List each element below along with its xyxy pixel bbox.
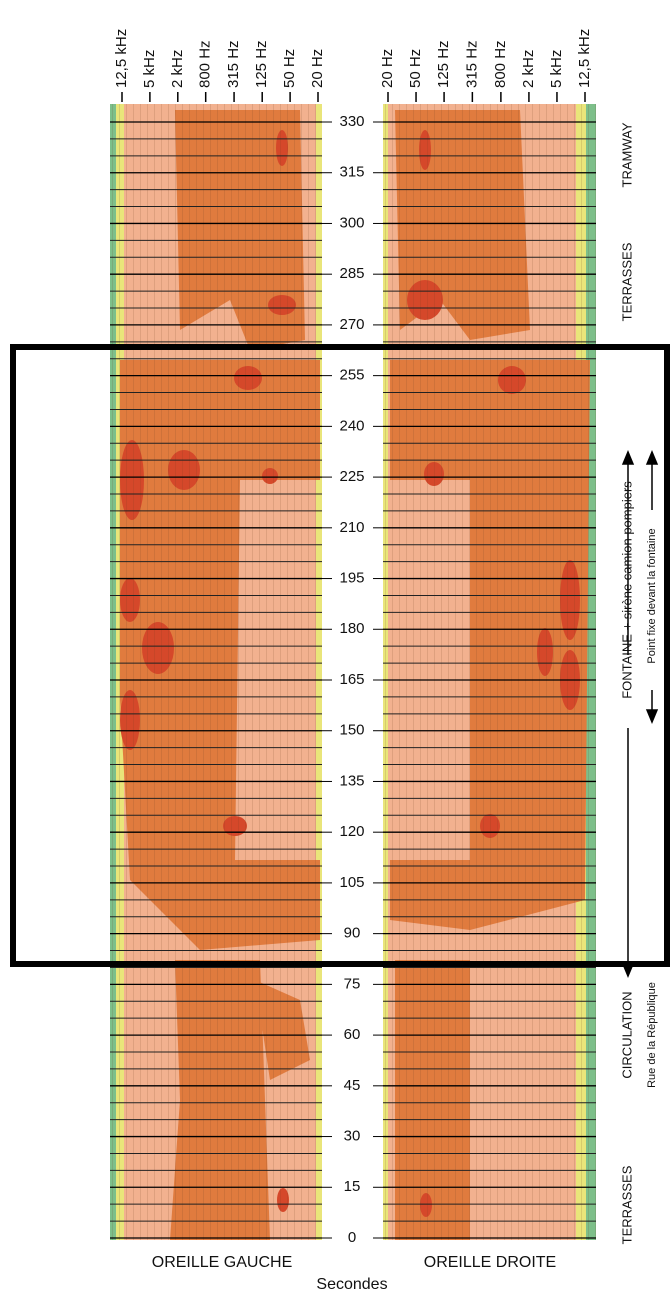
x-tick-label: 315 Hz <box>463 40 480 88</box>
x-tick-label: 20 Hz <box>309 49 326 88</box>
x-tick-label: 12,5 kHz <box>113 29 130 88</box>
y-tick-label: 165 <box>339 671 364 688</box>
panel-title: OREILLE DROITE <box>424 1254 556 1271</box>
y-tick-label: 90 <box>344 925 361 942</box>
y-tick-label: 0 <box>348 1229 356 1246</box>
y-tick-label: 135 <box>339 772 364 789</box>
y-tick-label: 225 <box>339 468 364 485</box>
y-tick-label: 285 <box>339 265 364 282</box>
y-tick-label: 300 <box>339 214 364 231</box>
x-tick-label: 125 Hz <box>253 40 270 88</box>
y-tick-label: 270 <box>339 316 364 333</box>
y-tick-label: 240 <box>339 417 364 434</box>
y-tick-label: 60 <box>344 1026 361 1043</box>
y-axis-label: Secondes <box>316 1276 387 1293</box>
y-tick-label: 75 <box>344 975 361 992</box>
highlight-box <box>10 344 670 967</box>
y-tick-label: 315 <box>339 164 364 181</box>
y-tick-label: 45 <box>344 1077 361 1094</box>
y-tick-label: 105 <box>339 874 364 891</box>
y-tick-label: 150 <box>339 722 364 739</box>
right-spectrum <box>383 104 596 1240</box>
arrows <box>621 450 659 978</box>
left-spectrum <box>110 104 322 1240</box>
y-tick-label: 120 <box>339 823 364 840</box>
annotation: Point fixe devant la fontaine <box>646 528 658 663</box>
y-tick-label: 330 <box>339 113 364 130</box>
annotation: Rue de la République <box>646 982 658 1088</box>
annotation: FONTAINE + sirène camion pompiers <box>619 481 634 699</box>
x-tick-label: 2 kHz <box>520 50 537 88</box>
y-tick-label: 30 <box>344 1128 361 1145</box>
y-tick-label: 255 <box>339 367 364 384</box>
x-tick-label: 315 Hz <box>225 40 242 88</box>
x-tick-label: 800 Hz <box>492 40 509 88</box>
panel-title: OREILLE GAUCHE <box>152 1254 292 1271</box>
x-tick-label: 5 kHz <box>548 50 565 88</box>
x-tick-label: 20 Hz <box>379 49 396 88</box>
annotation: CIRCULATION <box>619 991 634 1078</box>
annotation: TERRASSES <box>619 1165 634 1244</box>
x-tick-label: 800 Hz <box>197 40 214 88</box>
x-tick-label: 125 Hz <box>435 40 452 88</box>
annotation: TERRASSES <box>619 242 634 321</box>
annotation: TRAMWAY <box>619 122 634 187</box>
y-tick-label: 180 <box>339 620 364 637</box>
y-tick-label: 210 <box>339 519 364 536</box>
x-tick-label: 2 kHz <box>169 50 186 88</box>
x-tick-label: 50 Hz <box>281 49 298 88</box>
x-tick-label: 50 Hz <box>407 49 424 88</box>
x-tick-label: 5 kHz <box>141 50 158 88</box>
y-tick-label: 195 <box>339 570 364 587</box>
y-tick-label: 15 <box>344 1178 361 1195</box>
x-tick-label: 12,5 kHz <box>576 29 593 88</box>
